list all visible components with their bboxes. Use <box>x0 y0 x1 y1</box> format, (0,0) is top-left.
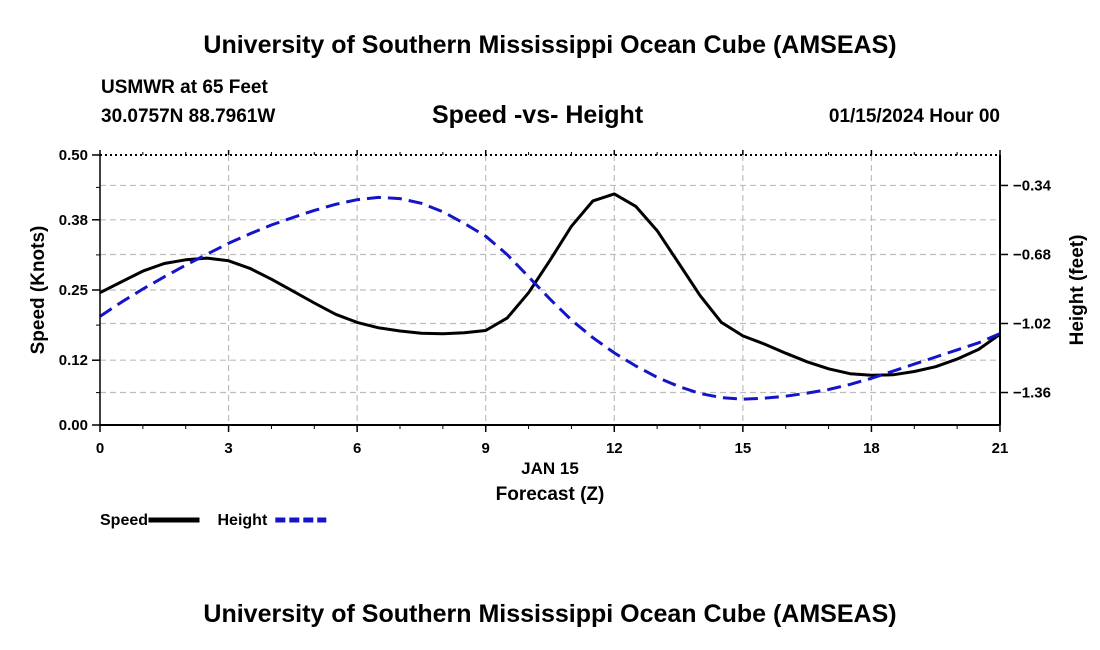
y-tick-label: 0.25 <box>59 282 88 299</box>
axis-labels: JAN 15 Forecast (Z) Speed (Knots) Height… <box>28 226 1088 505</box>
x-tick-label: 0 <box>96 440 104 457</box>
x-tick-label: 3 <box>224 440 232 457</box>
x-tick-label: 15 <box>735 440 752 457</box>
y2-tick-label: −1.36 <box>1013 385 1051 402</box>
station-coordinates: 30.0757N 88.7961W <box>101 106 276 127</box>
series-lines <box>99 192 1001 401</box>
height-series-line <box>99 195 1001 401</box>
grid-lines <box>100 155 1000 425</box>
x-tick-label: 12 <box>606 440 623 457</box>
chart-title-bottom: University of Southern Mississippi Ocean… <box>203 600 897 628</box>
x-tick-label: 9 <box>482 440 490 457</box>
station-label: USMWR at 65 Feet <box>101 77 268 98</box>
y-tick-label: 0.38 <box>59 212 88 229</box>
y2-tick-label: −1.02 <box>1013 315 1051 332</box>
x-tick-label: 21 <box>992 440 1009 457</box>
legend-label-height: Height <box>218 512 268 529</box>
x-axis-date-label: JAN 15 <box>521 459 579 478</box>
x-tick-label: 18 <box>863 440 880 457</box>
y-axis-label: Speed (Knots) <box>28 226 49 355</box>
chart-subtitle: Speed -vs- Height <box>432 101 644 129</box>
x-axis-label: Forecast (Z) <box>496 484 605 505</box>
y2-tick-label: −0.34 <box>1013 177 1052 194</box>
legend-label-speed: Speed <box>100 512 148 529</box>
y2-axis-label: Height (feet) <box>1067 235 1088 346</box>
axes: 0 3 6 9 12 15 18 21 0.00 0.12 0.25 0.38 0.50 −0.34 −0.… <box>59 147 1052 457</box>
speed-series-line <box>99 192 1001 377</box>
y-tick-label: 0.00 <box>59 417 88 434</box>
legend: Speed Height <box>100 512 327 529</box>
forecast-datetime: 01/15/2024 Hour 00 <box>828 106 1000 127</box>
y2-tick-label: −0.68 <box>1013 246 1051 263</box>
y-tick-label: 0.12 <box>59 352 88 369</box>
chart-title-top: University of Southern Mississippi Ocean… <box>203 31 897 59</box>
y-tick-label: 0.50 <box>59 147 88 164</box>
x-tick-label: 6 <box>353 440 361 457</box>
